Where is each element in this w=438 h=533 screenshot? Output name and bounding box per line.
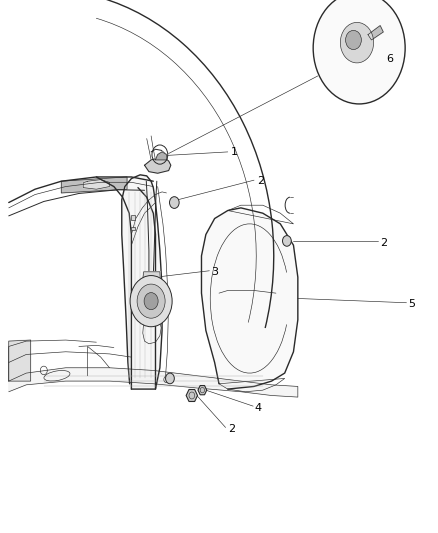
Circle shape <box>137 284 165 318</box>
Circle shape <box>346 30 361 50</box>
Text: 6: 6 <box>386 54 393 63</box>
Circle shape <box>313 0 405 104</box>
Text: 2: 2 <box>229 424 236 434</box>
Text: 2: 2 <box>257 176 264 186</box>
Text: 3: 3 <box>211 267 218 277</box>
Polygon shape <box>145 157 171 173</box>
Circle shape <box>283 236 291 246</box>
Polygon shape <box>83 180 110 189</box>
Circle shape <box>144 293 158 310</box>
Polygon shape <box>141 272 161 322</box>
Text: 5: 5 <box>408 299 415 309</box>
Polygon shape <box>201 208 298 389</box>
Polygon shape <box>186 390 198 401</box>
Circle shape <box>340 22 374 63</box>
Polygon shape <box>61 177 127 193</box>
Polygon shape <box>131 215 135 220</box>
Text: 2: 2 <box>380 238 387 247</box>
Polygon shape <box>198 385 207 395</box>
Polygon shape <box>9 340 31 381</box>
Text: 1: 1 <box>231 147 238 157</box>
Polygon shape <box>155 152 167 160</box>
Polygon shape <box>9 368 298 397</box>
Polygon shape <box>131 227 135 230</box>
Circle shape <box>130 276 172 327</box>
Circle shape <box>166 373 174 384</box>
Circle shape <box>170 197 179 208</box>
Polygon shape <box>122 175 162 389</box>
Text: 4: 4 <box>255 403 262 413</box>
Polygon shape <box>368 26 383 40</box>
